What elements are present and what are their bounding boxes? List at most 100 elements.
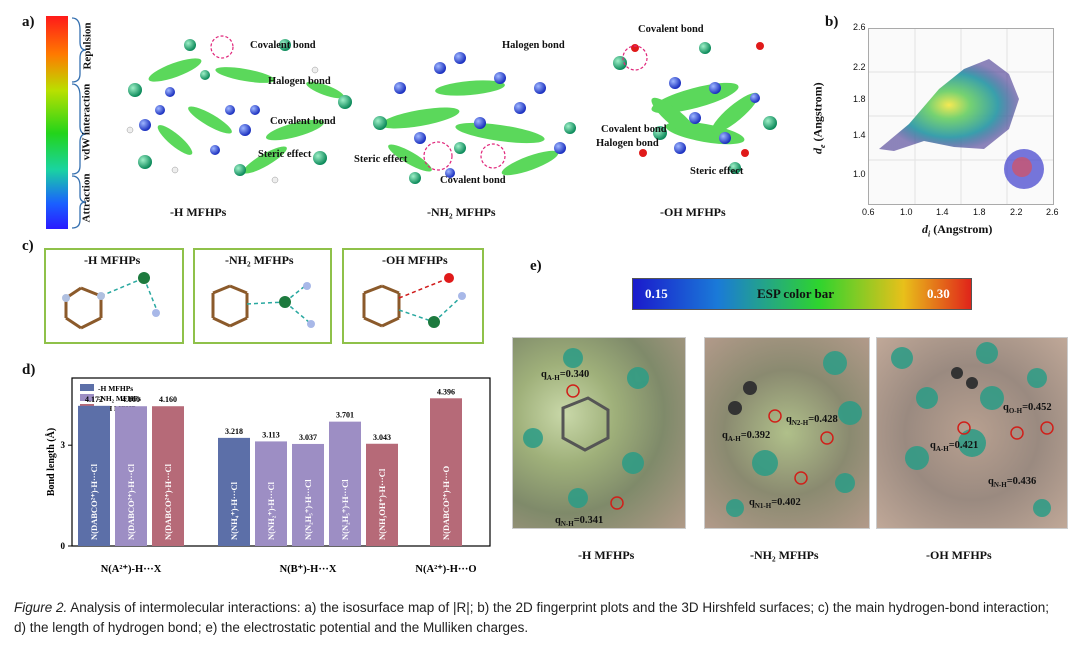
hbond-box-h: -H MFHPs	[44, 248, 184, 344]
annotation-steric-effect-oh: Steric effect	[690, 166, 744, 177]
y-axis-label: Bond length (Å)	[45, 428, 57, 496]
isosurface-render-nh2	[360, 28, 580, 193]
bar-inner-label: N(N₂H₅⁺)-H···Cl	[340, 479, 350, 540]
charge-label-oh-ah-sub: A-H	[935, 445, 949, 454]
panel-c-label: c)	[22, 238, 34, 254]
bar	[78, 405, 110, 546]
charge-label-h-nh: qN-H=0.341	[555, 515, 603, 528]
esp-panel-oh	[876, 337, 1068, 529]
annotation-halogen-bond-oh: Halogen bond	[596, 138, 659, 149]
panel-a-label: a)	[22, 14, 35, 30]
isosurface-image-h	[126, 35, 352, 184]
charge-label-h-aah-sub: A-H	[546, 374, 560, 383]
x-tick-2-6: 2.6	[1046, 207, 1059, 217]
fingerprint-image	[869, 29, 1053, 204]
bar-inner-label: N(NH₄⁺)-H···Cl	[229, 481, 239, 540]
bar	[329, 421, 361, 546]
charge-label-oh-nh-sub: N-H	[993, 481, 1007, 490]
bar-value-label: 3.113	[262, 430, 280, 439]
esp-title-nh2: -NH₂ MFHPs	[750, 548, 819, 562]
bar-value-label: 3.043	[373, 433, 391, 442]
bar-value-label: 4.396	[437, 387, 455, 396]
y-tick-1-0: 1.0	[853, 169, 866, 179]
group-label: N(A²⁺)-H···X	[101, 564, 162, 575]
x-axis-label-sub: i	[928, 229, 931, 239]
bar	[218, 437, 250, 546]
charge-label-h-aah: qA-H=0.340	[541, 369, 589, 382]
bar	[255, 441, 287, 546]
bar	[292, 443, 324, 546]
isosurface-render-h	[115, 30, 355, 190]
vdw-interaction-label: vdW interaction	[80, 83, 93, 161]
y-axis-label: de (Angstrom)	[811, 82, 827, 154]
charge-label-oh-nh: qN-H=0.436	[988, 476, 1036, 489]
esp-panel-nh2	[704, 337, 870, 529]
panel-e-label: e)	[530, 258, 542, 274]
charge-label-h-nh-q: q	[555, 515, 561, 526]
molecule-title-nh2-text: -NH₂ MFHPs	[427, 205, 496, 219]
bar	[152, 406, 184, 546]
charge-label-nh2-ah-q: q	[722, 430, 728, 441]
esp-image-nh2	[726, 351, 862, 517]
legend-swatch	[80, 384, 94, 391]
bar-inner-label: N(NH₂⁺)-H···Cl	[266, 481, 276, 540]
bar-value-label: 3.218	[225, 427, 243, 436]
annotation-covalent-bond-h-1: Covalent bond	[250, 40, 316, 51]
charge-label-nh2-n2h-val: =0.428	[808, 414, 838, 425]
esp-colorbar-max: 0.30	[927, 286, 950, 301]
y-axis-label-d: d	[810, 148, 825, 155]
bar	[366, 443, 398, 546]
bar-value-label: 3.701	[336, 411, 354, 420]
charge-label-nh2-ah-sub: A-H	[727, 435, 741, 444]
hbond-image-nh2	[211, 282, 315, 328]
y-tick-2-6: 2.6	[853, 22, 866, 32]
x-axis-label-unit: (Angstrom)	[933, 222, 993, 236]
hbond-title-h: -H MFHPs	[84, 253, 141, 267]
esp-colorbar-title: ESP color bar	[757, 286, 835, 301]
group-label: N(B⁺)-H···X	[280, 564, 337, 575]
isosurface-image-oh	[613, 42, 777, 174]
x-tick-1-8: 1.8	[973, 207, 986, 217]
bar-inner-label: N(NH₃OH⁺)-H···Cl	[377, 468, 387, 540]
esp-colorbar-min: 0.15	[645, 286, 668, 301]
charge-label-oh-nh-q: q	[988, 476, 994, 487]
charge-label-nh2-n1h: qN1-H=0.402	[749, 497, 801, 510]
esp-title-oh: -OH MFHPs	[926, 548, 992, 562]
charge-label-h-aah-val: =0.340	[559, 369, 590, 380]
esp-image-h	[523, 348, 649, 510]
y-tick-label: 3	[61, 440, 66, 450]
x-axis-label: di (Angstrom)	[922, 222, 992, 238]
annotation-halogen-bond-nh2: Halogen bond	[502, 40, 565, 51]
esp-title-h: -H MFHPs	[578, 548, 635, 562]
charge-label-nh2-ah-val: =0.392	[740, 430, 771, 441]
x-tick-0-6: 0.6	[862, 207, 875, 217]
bar-value-label: 4.160	[122, 395, 140, 404]
legend-label: -H MFHPs	[98, 384, 133, 393]
bar-inner-label: N(DABCO²⁺)-H···O	[441, 466, 451, 540]
charge-label-oh-nh-val: =0.436	[1006, 476, 1037, 487]
charge-label-nh2-n2h-sub: N2-H	[791, 419, 809, 428]
charge-label-oh-ah: qA-H=0.421	[930, 440, 978, 453]
charge-label-oh-oh-q: q	[1003, 402, 1009, 413]
panel-b-label: b)	[825, 14, 839, 30]
esp-colorbar: 0.15 ESP color bar 0.30	[632, 278, 972, 310]
bar-value-label: 4.172	[85, 395, 103, 404]
charge-label-nh2-n1h-sub: N1-H	[754, 502, 772, 511]
charge-label-h-aah-q: q	[541, 369, 547, 380]
esp-panel-h	[512, 337, 686, 529]
bar-inner-label: N(DABCO²⁺)-H···Cl	[126, 463, 136, 540]
figure-caption-text: Analysis of intermolecular interactions:…	[14, 600, 1050, 635]
x-tick-1-0: 1.0	[900, 207, 913, 217]
charge-label-nh2-n1h-q: q	[749, 497, 755, 508]
annotation-covalent-bond-h-2: Covalent bond	[270, 116, 336, 127]
molecule-title-oh: -OH MFHPs	[660, 205, 726, 219]
bar-inner-label: N(DABCO²⁺)-H···Cl	[89, 463, 99, 540]
panel-a-colorbar-labels: Repulsion vdW interaction Attraction	[80, 16, 102, 229]
hbond-image-h	[62, 272, 160, 330]
annotation-steric-effect-h: Steric effect	[258, 149, 312, 160]
annotation-covalent-bond-nh2: Covalent bond	[440, 175, 506, 186]
charge-label-oh-oh-val: =0.452	[1022, 402, 1052, 413]
esp-image-oh	[891, 342, 1054, 517]
molecule-title-h: -H MFHPs	[170, 205, 227, 219]
